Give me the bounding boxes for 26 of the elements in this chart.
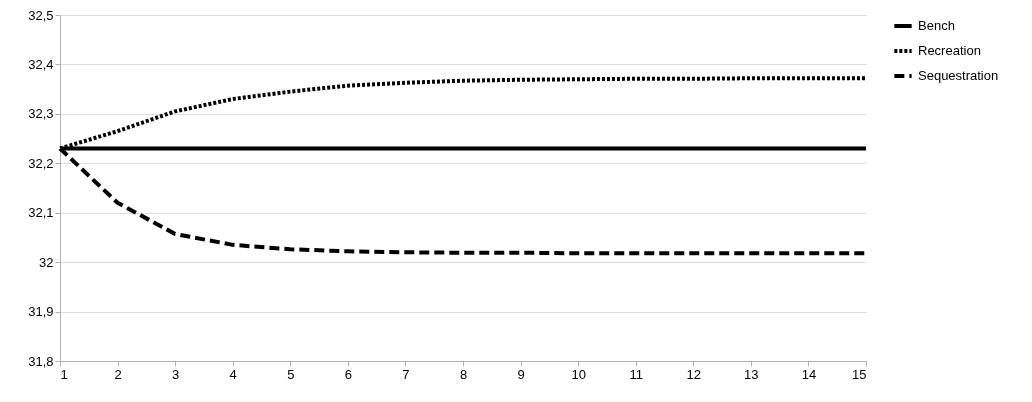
x-tick-label: 1: [60, 366, 68, 382]
y-tick-label: 32,2: [28, 155, 54, 171]
y-tick-label: 32,3: [28, 106, 54, 122]
legend-label: Sequestration: [918, 68, 999, 83]
x-tick-label: 10: [571, 366, 586, 382]
x-tick-label: 4: [229, 366, 237, 382]
x-tick-label: 9: [517, 366, 525, 382]
x-tick-label: 3: [172, 366, 180, 382]
x-tick-label: 12: [686, 366, 702, 382]
y-tick-label: 32,4: [28, 56, 54, 72]
y-tick-label: 32,1: [28, 205, 54, 221]
x-tick-label: 6: [344, 366, 352, 382]
x-tick-label: 14: [801, 366, 817, 382]
legend-label: Recreation: [918, 43, 981, 58]
y-tick-label: 31,9: [28, 304, 54, 320]
y-tick-label: 32: [39, 254, 54, 270]
x-tick-label: 2: [114, 366, 122, 382]
x-tick-label: 8: [459, 366, 468, 382]
x-tick-label: 13: [744, 366, 759, 382]
x-tick-label: 15: [852, 366, 867, 382]
y-tick-label: 31,8: [28, 353, 54, 369]
y-tick-label: 32,5: [28, 7, 54, 23]
x-tick-label: 7: [402, 366, 410, 382]
x-tick-label: 5: [287, 366, 295, 382]
x-tick-label: 11: [629, 366, 643, 382]
legend-label: Bench: [918, 18, 955, 33]
